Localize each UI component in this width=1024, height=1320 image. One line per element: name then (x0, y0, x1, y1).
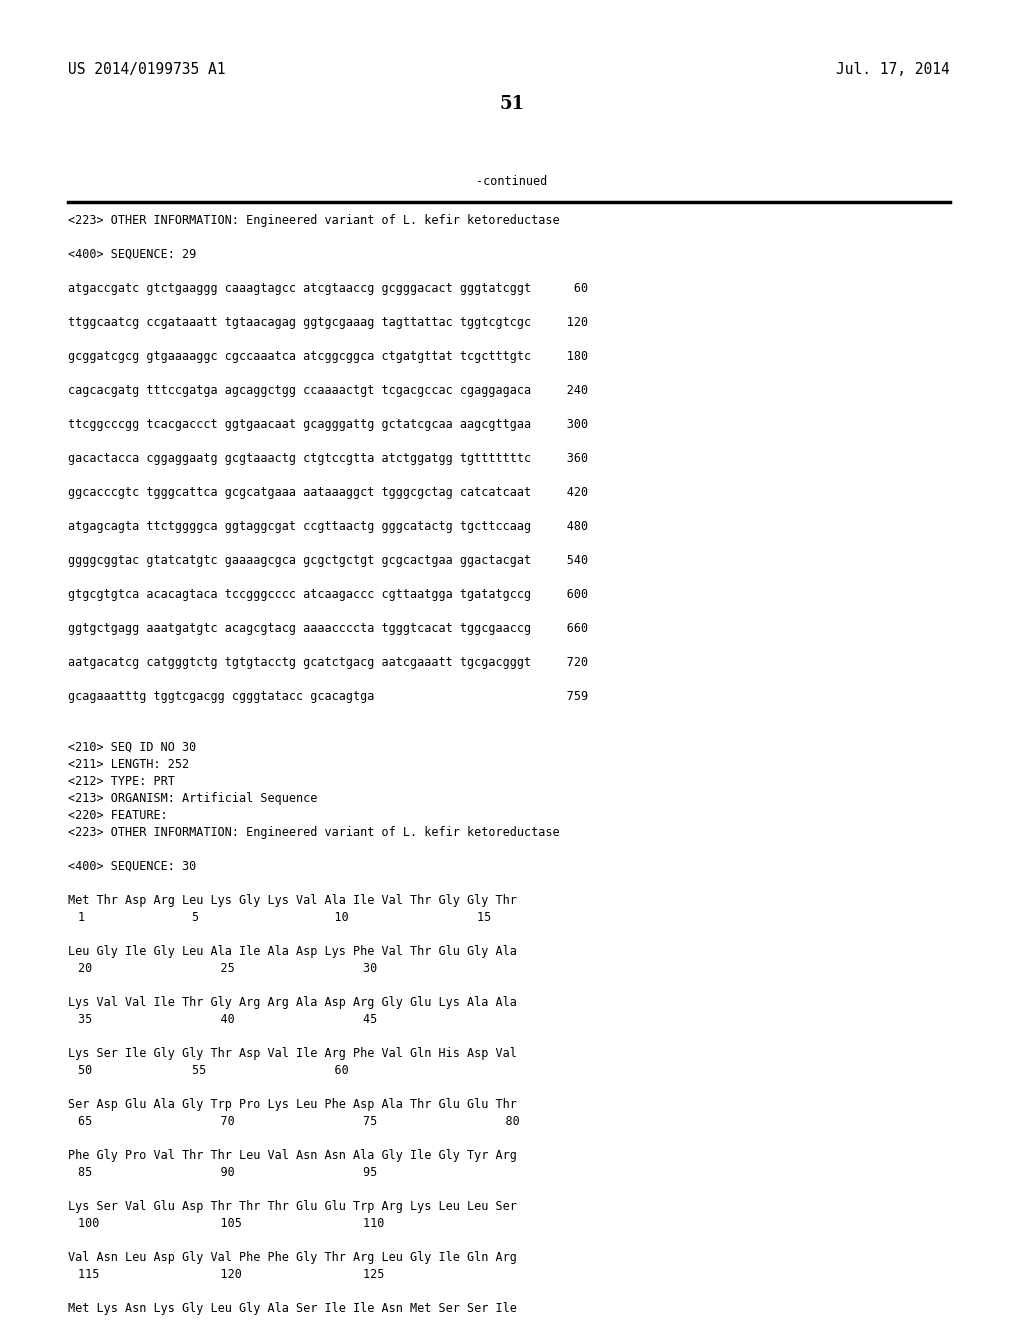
Text: Phe Gly Pro Val Thr Thr Leu Val Asn Asn Ala Gly Ile Gly Tyr Arg: Phe Gly Pro Val Thr Thr Leu Val Asn Asn … (68, 1148, 517, 1162)
Text: 51: 51 (500, 95, 524, 114)
Text: gcagaaatttg tggtcgacgg cgggtatacc gcacagtga                           759: gcagaaatttg tggtcgacgg cgggtatacc gcacag… (68, 690, 588, 704)
Text: 65                  70                  75                  80: 65 70 75 80 (78, 1115, 520, 1129)
Text: 35                  40                  45: 35 40 45 (78, 1012, 377, 1026)
Text: aatgacatcg catgggtctg tgtgtacctg gcatctgacg aatcgaaatt tgcgacgggt     720: aatgacatcg catgggtctg tgtgtacctg gcatctg… (68, 656, 588, 669)
Text: <223> OTHER INFORMATION: Engineered variant of L. kefir ketoreductase: <223> OTHER INFORMATION: Engineered vari… (68, 214, 560, 227)
Text: ttcggcccgg tcacgaccct ggtgaacaat gcagggattg gctatcgcaa aagcgttgaa     300: ttcggcccgg tcacgaccct ggtgaacaat gcaggga… (68, 418, 588, 432)
Text: <211> LENGTH: 252: <211> LENGTH: 252 (68, 758, 189, 771)
Text: 85                  90                  95: 85 90 95 (78, 1166, 377, 1179)
Text: <210> SEQ ID NO 30: <210> SEQ ID NO 30 (68, 741, 197, 754)
Text: 100                 105                 110: 100 105 110 (78, 1217, 384, 1230)
Text: gtgcgtgtca acacagtaca tccgggcccc atcaagaccc cgttaatgga tgatatgccg     600: gtgcgtgtca acacagtaca tccgggcccc atcaaga… (68, 587, 588, 601)
Text: gcggatcgcg gtgaaaaggc cgccaaatca atcggcggca ctgatgttat tcgctttgtc     180: gcggatcgcg gtgaaaaggc cgccaaatca atcggcg… (68, 350, 588, 363)
Text: <400> SEQUENCE: 30: <400> SEQUENCE: 30 (68, 861, 197, 873)
Text: Lys Ser Val Glu Asp Thr Thr Thr Glu Glu Trp Arg Lys Leu Leu Ser: Lys Ser Val Glu Asp Thr Thr Thr Glu Glu … (68, 1200, 517, 1213)
Text: Jul. 17, 2014: Jul. 17, 2014 (837, 62, 950, 77)
Text: Ser Asp Glu Ala Gly Trp Pro Lys Leu Phe Asp Ala Thr Glu Glu Thr: Ser Asp Glu Ala Gly Trp Pro Lys Leu Phe … (68, 1098, 517, 1111)
Text: Val Asn Leu Asp Gly Val Phe Phe Gly Thr Arg Leu Gly Ile Gln Arg: Val Asn Leu Asp Gly Val Phe Phe Gly Thr … (68, 1251, 517, 1265)
Text: ggggcggtac gtatcatgtc gaaaagcgca gcgctgctgt gcgcactgaa ggactacgat     540: ggggcggtac gtatcatgtc gaaaagcgca gcgctgc… (68, 554, 588, 568)
Text: <220> FEATURE:: <220> FEATURE: (68, 809, 168, 822)
Text: Met Thr Asp Arg Leu Lys Gly Lys Val Ala Ile Val Thr Gly Gly Thr: Met Thr Asp Arg Leu Lys Gly Lys Val Ala … (68, 894, 517, 907)
Text: atgaccgatc gtctgaaggg caaagtagcc atcgtaaccg gcgggacact gggtatcggt      60: atgaccgatc gtctgaaggg caaagtagcc atcgtaa… (68, 282, 588, 294)
Text: gacactacca cggaggaatg gcgtaaactg ctgtccgtta atctggatgg tgtttttttc     360: gacactacca cggaggaatg gcgtaaactg ctgtccg… (68, 451, 588, 465)
Text: <400> SEQUENCE: 29: <400> SEQUENCE: 29 (68, 248, 197, 261)
Text: <212> TYPE: PRT: <212> TYPE: PRT (68, 775, 175, 788)
Text: ggcacccgtc tgggcattca gcgcatgaaa aataaaggct tgggcgctag catcatcaat     420: ggcacccgtc tgggcattca gcgcatgaaa aataaag… (68, 486, 588, 499)
Text: <213> ORGANISM: Artificial Sequence: <213> ORGANISM: Artificial Sequence (68, 792, 317, 805)
Text: Lys Ser Ile Gly Gly Thr Asp Val Ile Arg Phe Val Gln His Asp Val: Lys Ser Ile Gly Gly Thr Asp Val Ile Arg … (68, 1047, 517, 1060)
Text: ggtgctgagg aaatgatgtc acagcgtacg aaaaccccta tgggtcacat tggcgaaccg     660: ggtgctgagg aaatgatgtc acagcgtacg aaaaccc… (68, 622, 588, 635)
Text: Leu Gly Ile Gly Leu Ala Ile Ala Asp Lys Phe Val Thr Glu Gly Ala: Leu Gly Ile Gly Leu Ala Ile Ala Asp Lys … (68, 945, 517, 958)
Text: 20                  25                  30: 20 25 30 (78, 962, 377, 975)
Text: atgagcagta ttctggggca ggtaggcgat ccgttaactg gggcatactg tgcttccaag     480: atgagcagta ttctggggca ggtaggcgat ccgttaa… (68, 520, 588, 533)
Text: Met Lys Asn Lys Gly Leu Gly Ala Ser Ile Ile Asn Met Ser Ser Ile: Met Lys Asn Lys Gly Leu Gly Ala Ser Ile … (68, 1302, 517, 1315)
Text: ttggcaatcg ccgataaatt tgtaacagag ggtgcgaaag tagttattac tggtcgtcgc     120: ttggcaatcg ccgataaatt tgtaacagag ggtgcga… (68, 315, 588, 329)
Text: 50              55                  60: 50 55 60 (78, 1064, 349, 1077)
Text: US 2014/0199735 A1: US 2014/0199735 A1 (68, 62, 225, 77)
Text: 1               5                   10                  15: 1 5 10 15 (78, 911, 492, 924)
Text: cagcacgatg tttccgatga agcaggctgg ccaaaactgt tcgacgccac cgaggagaca     240: cagcacgatg tttccgatga agcaggctgg ccaaaac… (68, 384, 588, 397)
Text: <223> OTHER INFORMATION: Engineered variant of L. kefir ketoreductase: <223> OTHER INFORMATION: Engineered vari… (68, 826, 560, 840)
Text: Lys Val Val Ile Thr Gly Arg Arg Ala Asp Arg Gly Glu Lys Ala Ala: Lys Val Val Ile Thr Gly Arg Arg Ala Asp … (68, 997, 517, 1008)
Text: 115                 120                 125: 115 120 125 (78, 1269, 384, 1280)
Text: -continued: -continued (476, 176, 548, 187)
